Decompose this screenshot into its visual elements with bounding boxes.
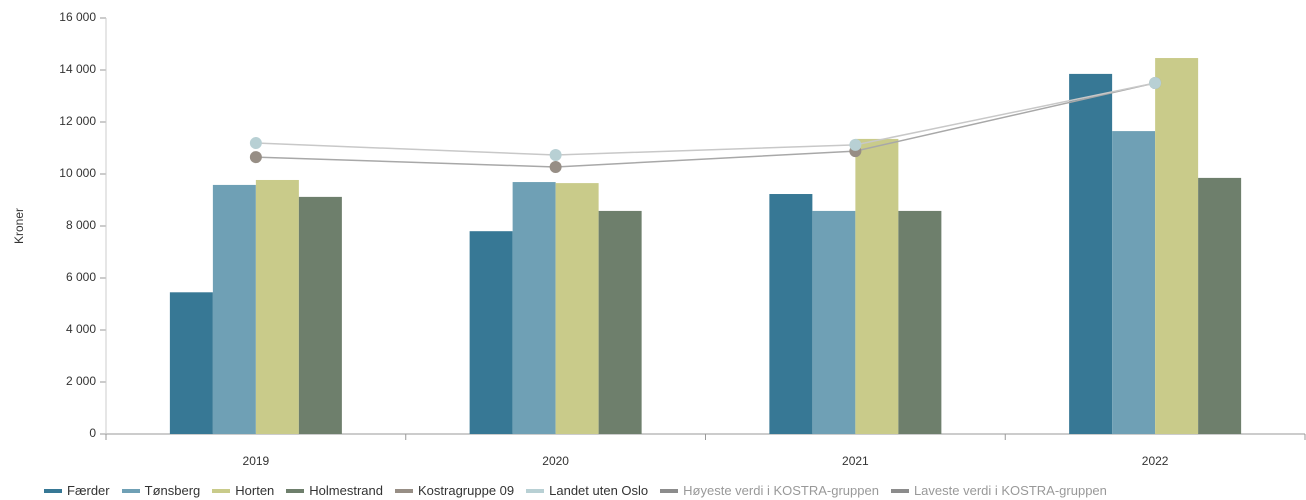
bar bbox=[212, 184, 256, 434]
legend-swatch bbox=[395, 488, 413, 493]
x-tick-label: 2019 bbox=[243, 454, 270, 468]
chart: Kroner 0 2 000 4 000 6 000 8 000 10 000 12 000… bbox=[12, 10, 1306, 468]
y-tick-label: 8 000 bbox=[66, 218, 96, 232]
line bbox=[255, 82, 1156, 156]
legend-label: Landet uten Oslo bbox=[549, 483, 649, 498]
legend-item[interactable]: Færder bbox=[44, 483, 110, 498]
y-tick-label: 4 000 bbox=[66, 322, 96, 336]
bar bbox=[1198, 177, 1242, 434]
bar bbox=[812, 210, 856, 434]
legend-label: Kostragruppe 09 bbox=[418, 483, 515, 498]
y-tick-label: 6 000 bbox=[66, 270, 96, 284]
y-tick-label: 2 000 bbox=[66, 374, 96, 388]
bar bbox=[769, 194, 813, 434]
bar bbox=[598, 210, 642, 434]
legend-item[interactable]: Holmestrand bbox=[286, 483, 383, 498]
bar bbox=[169, 292, 213, 434]
y-tick-label: 16 000 bbox=[59, 10, 96, 24]
legend-swatch bbox=[212, 488, 231, 493]
point bbox=[249, 137, 262, 150]
legend-label: Laveste verdi i KOSTRA-gruppen bbox=[913, 483, 1107, 498]
legend-swatch bbox=[890, 488, 909, 493]
bar bbox=[1069, 73, 1113, 435]
legend-item[interactable]: Horten bbox=[212, 483, 274, 498]
legend-item[interactable]: Høyeste verdi i KOSTRA-gruppen bbox=[660, 483, 879, 498]
x-tick-label: 2020 bbox=[542, 454, 569, 468]
legend-label: Holmestrand bbox=[309, 483, 383, 498]
bar bbox=[555, 183, 599, 434]
bar bbox=[1155, 58, 1199, 434]
point bbox=[849, 138, 862, 151]
legend-label: Tønsberg bbox=[144, 483, 201, 498]
legend-item[interactable]: Laveste verdi i KOSTRA-gruppen bbox=[890, 483, 1107, 498]
bar bbox=[1112, 131, 1156, 434]
y-axis-label: Kroner bbox=[12, 208, 26, 244]
y-tick-label: 14 000 bbox=[59, 62, 96, 76]
legend-item[interactable]: Tønsberg bbox=[121, 483, 201, 498]
x-tick-label: 2021 bbox=[842, 454, 869, 468]
x-tick-label: 2022 bbox=[1142, 454, 1169, 468]
legend-label: Færder bbox=[67, 483, 110, 498]
legend-label: Høyeste verdi i KOSTRA-gruppen bbox=[683, 483, 879, 498]
bar bbox=[512, 182, 556, 434]
point bbox=[249, 151, 262, 164]
legend-item[interactable]: Kostragruppe 09 bbox=[395, 483, 514, 498]
legend-swatch bbox=[44, 488, 62, 493]
bar bbox=[855, 138, 899, 434]
point bbox=[549, 160, 562, 173]
bar bbox=[298, 196, 342, 434]
line bbox=[255, 82, 1156, 168]
y-tick-label: 12 000 bbox=[59, 114, 96, 128]
legend-swatch bbox=[660, 488, 679, 493]
legend-item[interactable]: Landet uten Oslo bbox=[526, 483, 648, 498]
bar bbox=[469, 231, 513, 434]
bar bbox=[898, 210, 942, 434]
y-tick-label: 10 000 bbox=[59, 166, 96, 180]
point bbox=[1149, 77, 1162, 89]
legend-swatch bbox=[526, 488, 545, 493]
legend-swatch bbox=[121, 488, 140, 493]
legend-swatch bbox=[286, 488, 305, 493]
y-tick-label: 0 bbox=[89, 426, 96, 440]
bar bbox=[255, 179, 299, 434]
legend-label: Horten bbox=[235, 483, 275, 498]
point bbox=[549, 149, 562, 162]
legend: Færder Tønsberg Horten Holmestrand Kostragru… bbox=[44, 483, 1107, 498]
